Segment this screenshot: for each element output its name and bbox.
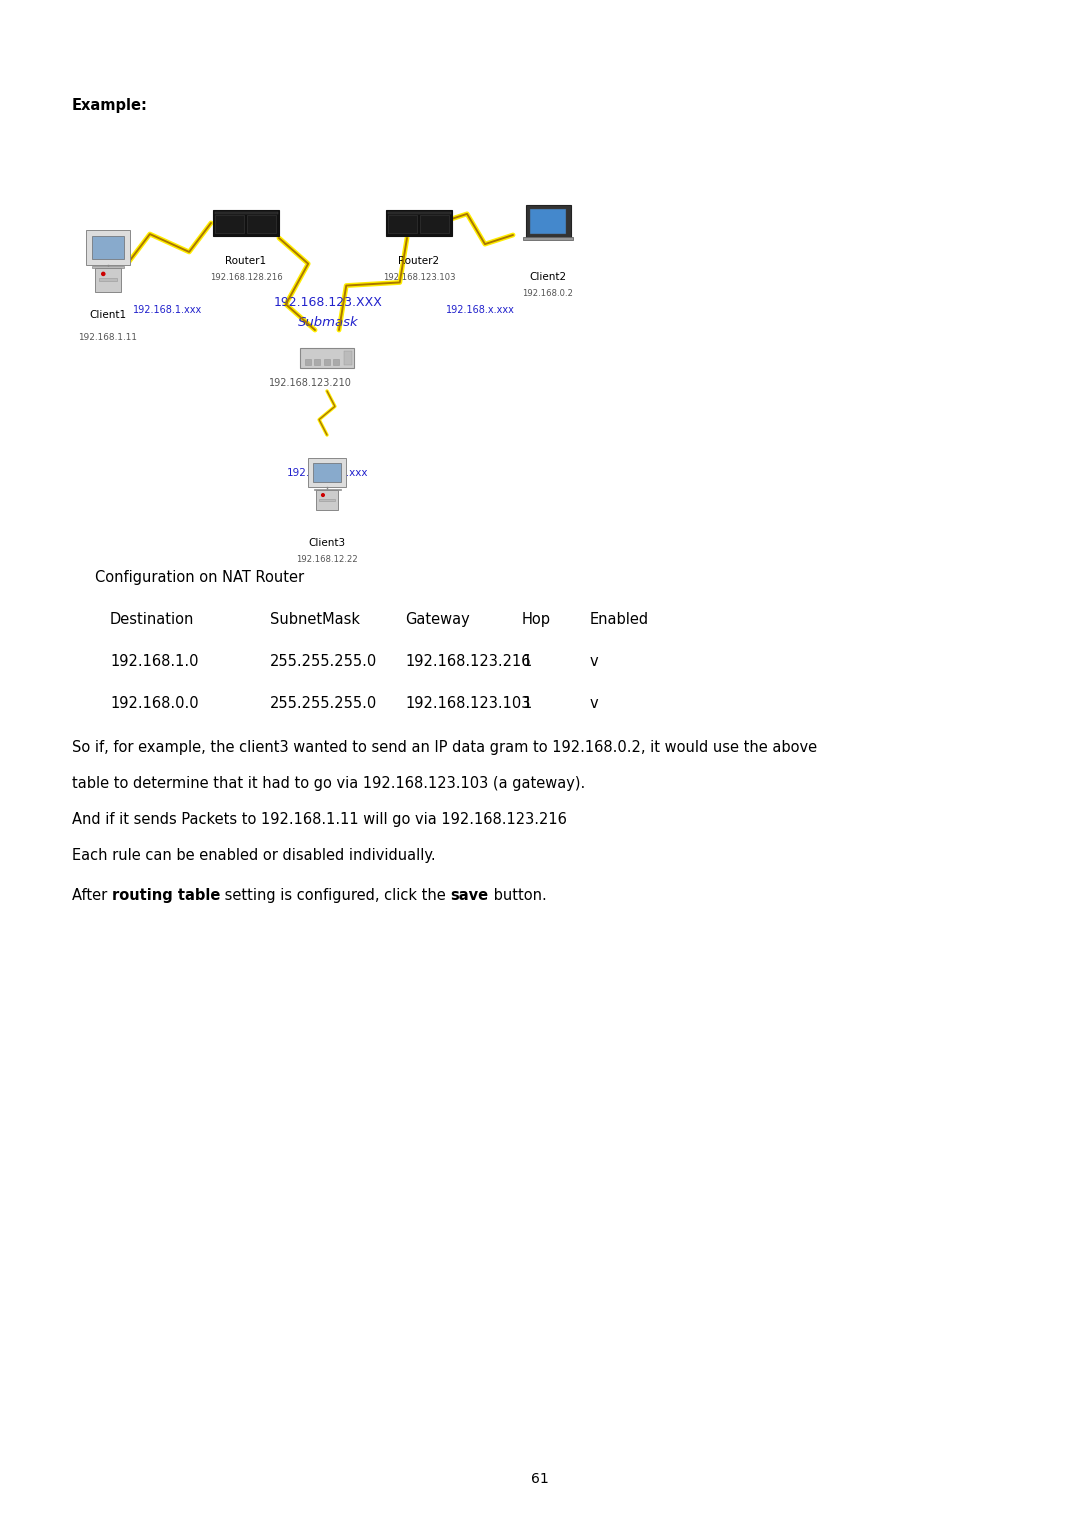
- Text: setting is configured, click the: setting is configured, click the: [220, 888, 450, 903]
- FancyBboxPatch shape: [305, 359, 311, 365]
- Text: Each rule can be enabled or disabled individually.: Each rule can be enabled or disabled ind…: [72, 848, 435, 863]
- Text: Example:: Example:: [72, 98, 148, 113]
- Text: routing table: routing table: [112, 888, 220, 903]
- Text: 255.255.255.0: 255.255.255.0: [270, 654, 377, 669]
- FancyBboxPatch shape: [529, 208, 566, 234]
- Text: Gateway: Gateway: [405, 613, 470, 626]
- Text: So if, for example, the client3 wanted to send an IP data gram to 192.168.0.2, i: So if, for example, the client3 wanted t…: [72, 740, 818, 755]
- Text: Client2: Client2: [529, 272, 567, 283]
- Text: Destination: Destination: [110, 613, 194, 626]
- Text: 1: 1: [522, 654, 531, 669]
- Text: 192.168.123.103: 192.168.123.103: [382, 274, 456, 283]
- Text: 61: 61: [531, 1471, 549, 1487]
- Text: And if it sends Packets to 192.168.1.11 will go via 192.168.123.216: And if it sends Packets to 192.168.1.11 …: [72, 811, 567, 827]
- Text: 1: 1: [522, 695, 531, 711]
- FancyBboxPatch shape: [319, 500, 335, 501]
- FancyBboxPatch shape: [324, 359, 329, 365]
- FancyBboxPatch shape: [314, 359, 320, 365]
- Circle shape: [322, 494, 324, 497]
- FancyBboxPatch shape: [92, 266, 124, 267]
- Text: Router2: Router2: [399, 257, 440, 266]
- FancyBboxPatch shape: [386, 211, 453, 235]
- Text: v: v: [590, 654, 598, 669]
- Text: 192.168.x.xxx: 192.168.x.xxx: [446, 306, 514, 315]
- Text: 192.168.12.22: 192.168.12.22: [296, 555, 357, 564]
- Text: save: save: [450, 888, 489, 903]
- FancyBboxPatch shape: [388, 215, 417, 234]
- Text: Client3: Client3: [309, 538, 346, 549]
- FancyBboxPatch shape: [247, 215, 276, 234]
- Text: 192.168.123.216: 192.168.123.216: [405, 654, 530, 669]
- FancyBboxPatch shape: [92, 237, 124, 258]
- FancyBboxPatch shape: [98, 278, 118, 281]
- Text: 192.168.0.0: 192.168.0.0: [110, 695, 199, 711]
- Text: 192.168.0.2: 192.168.0.2: [523, 289, 573, 298]
- FancyBboxPatch shape: [213, 211, 279, 235]
- Text: Hop: Hop: [522, 613, 551, 626]
- Text: 192.168.123.210: 192.168.123.210: [269, 377, 351, 388]
- Text: Submask: Submask: [298, 315, 359, 329]
- FancyBboxPatch shape: [334, 359, 339, 365]
- Text: 192.168.1.11: 192.168.1.11: [79, 333, 137, 342]
- Text: table to determine that it had to go via 192.168.123.103 (a gateway).: table to determine that it had to go via…: [72, 776, 585, 792]
- FancyBboxPatch shape: [313, 463, 340, 481]
- Text: Configuration on NAT Router: Configuration on NAT Router: [95, 570, 305, 585]
- FancyBboxPatch shape: [215, 212, 278, 214]
- Text: Router1: Router1: [226, 257, 267, 266]
- FancyBboxPatch shape: [215, 215, 244, 234]
- Text: After: After: [72, 888, 112, 903]
- Text: 192.168.123.103: 192.168.123.103: [405, 695, 530, 711]
- Text: 192.168.12.xxx: 192.168.12.xxx: [287, 468, 368, 478]
- Circle shape: [102, 272, 105, 275]
- Text: 192.168.123.XXX: 192.168.123.XXX: [273, 296, 382, 310]
- Text: Client1: Client1: [90, 310, 126, 319]
- Text: 192.168.1.0: 192.168.1.0: [110, 654, 199, 669]
- FancyBboxPatch shape: [86, 231, 130, 264]
- FancyBboxPatch shape: [523, 237, 572, 240]
- Text: v: v: [590, 695, 598, 711]
- Text: 192.168.128.216: 192.168.128.216: [210, 274, 282, 283]
- FancyBboxPatch shape: [308, 457, 346, 487]
- Text: Enabled: Enabled: [590, 613, 649, 626]
- FancyBboxPatch shape: [526, 205, 570, 237]
- Text: button.: button.: [489, 888, 546, 903]
- Text: 192.168.1.xxx: 192.168.1.xxx: [133, 306, 203, 315]
- FancyBboxPatch shape: [316, 490, 338, 510]
- FancyBboxPatch shape: [343, 351, 352, 365]
- Text: SubnetMask: SubnetMask: [270, 613, 360, 626]
- FancyBboxPatch shape: [420, 215, 449, 234]
- FancyBboxPatch shape: [388, 212, 450, 214]
- FancyBboxPatch shape: [95, 267, 121, 292]
- FancyBboxPatch shape: [300, 348, 354, 368]
- Text: 255.255.255.0: 255.255.255.0: [270, 695, 377, 711]
